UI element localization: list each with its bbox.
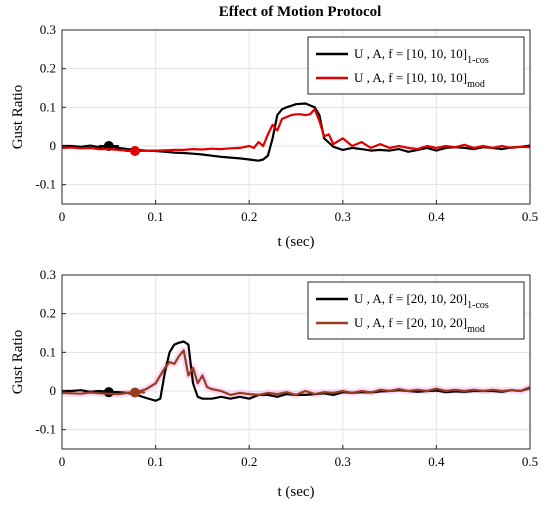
x-tick-label: 0.5 bbox=[522, 454, 538, 469]
x-tick-label: 0.1 bbox=[147, 209, 163, 224]
legend-entry-subscript: 1-cos bbox=[467, 55, 489, 66]
series bbox=[61, 102, 531, 162]
ticks: 0 0.1 0.2 0.3 0.4 0.5 -0.1 0 0.1 0.2 0.3 bbox=[35, 22, 538, 224]
legend-entry: U , A, f = [20, 10, 20]1-cos bbox=[354, 291, 489, 311]
figure-title: Effect of Motion Protocol bbox=[219, 4, 382, 20]
y-tick-label: 0.2 bbox=[40, 306, 56, 321]
x-axis-label: t (sec) bbox=[277, 234, 314, 250]
legend-box bbox=[307, 281, 525, 340]
y-tick-label: 0 bbox=[50, 383, 57, 398]
x-tick-label: 0.4 bbox=[428, 209, 445, 224]
x-tick-label: 0.4 bbox=[428, 454, 445, 469]
legend-entry-text: U , A, f = [10, 10, 10] bbox=[354, 46, 467, 61]
y-tick-label: 0.3 bbox=[40, 22, 56, 37]
ticks: 0 0.1 0.2 0.3 0.4 0.5 -0.1 0 0.1 0.2 0.3 bbox=[35, 267, 538, 469]
series-line-1 bbox=[61, 349, 531, 396]
legend-entry: U , A, f = [20, 10, 20]mod bbox=[354, 315, 485, 335]
x-tick-label: 0.5 bbox=[522, 209, 538, 224]
series-line-0 bbox=[62, 340, 531, 402]
legend-box bbox=[307, 36, 525, 95]
y-tick-label: 0 bbox=[50, 138, 57, 153]
x-tick-label: 0 bbox=[59, 454, 66, 469]
series-line-1 bbox=[61, 108, 531, 153]
y-tick-label: 0.2 bbox=[40, 61, 56, 76]
x-tick-label: 0.2 bbox=[241, 209, 257, 224]
x-tick-label: 0.2 bbox=[241, 454, 257, 469]
legend-entry: U , A, f = [10, 10, 10]mod bbox=[354, 70, 485, 90]
legend-entry: U , A, f = [10, 10, 10]1-cos bbox=[354, 46, 489, 66]
y-axis-label: Gust Ratio bbox=[10, 330, 26, 395]
y-tick-label: 0.1 bbox=[40, 344, 56, 359]
y-tick-label: -0.1 bbox=[35, 177, 56, 192]
legend-entry-subscript: mod bbox=[467, 324, 485, 335]
y-tick-label: -0.1 bbox=[35, 422, 56, 437]
subplot-top: 0 0.1 0.2 0.3 0.4 0.5 -0.1 0 0.1 0.2 0.3 t (sec) G… bbox=[10, 22, 538, 250]
x-tick-label: 0.3 bbox=[335, 454, 351, 469]
axes-frame bbox=[61, 274, 531, 450]
axes-frame bbox=[61, 29, 531, 205]
y-axis-label: Gust Ratio bbox=[10, 85, 26, 150]
legend-entry-text: U , A, f = [20, 10, 20] bbox=[354, 315, 467, 330]
legend-entry-subscript: mod bbox=[467, 79, 485, 90]
y-tick-label: 0.1 bbox=[40, 99, 56, 114]
x-tick-label: 0.3 bbox=[335, 209, 351, 224]
series-marker bbox=[130, 387, 141, 398]
y-tick-label: 0.3 bbox=[40, 267, 56, 282]
legend-entry-subscript: 1-cos bbox=[467, 300, 489, 311]
series-marker bbox=[130, 146, 141, 157]
subplot-bottom: 0 0.1 0.2 0.3 0.4 0.5 -0.1 0 0.1 0.2 0.3 t (sec) G… bbox=[10, 267, 538, 500]
series-marker bbox=[103, 387, 114, 398]
x-axis-label: t (sec) bbox=[277, 484, 314, 500]
legend-entry-text: U , A, f = [10, 10, 10] bbox=[354, 70, 467, 85]
series bbox=[61, 340, 531, 402]
legend-entry-text: U , A, f = [20, 10, 20] bbox=[354, 291, 467, 306]
x-tick-label: 0.1 bbox=[147, 454, 163, 469]
x-tick-label: 0 bbox=[59, 209, 66, 224]
